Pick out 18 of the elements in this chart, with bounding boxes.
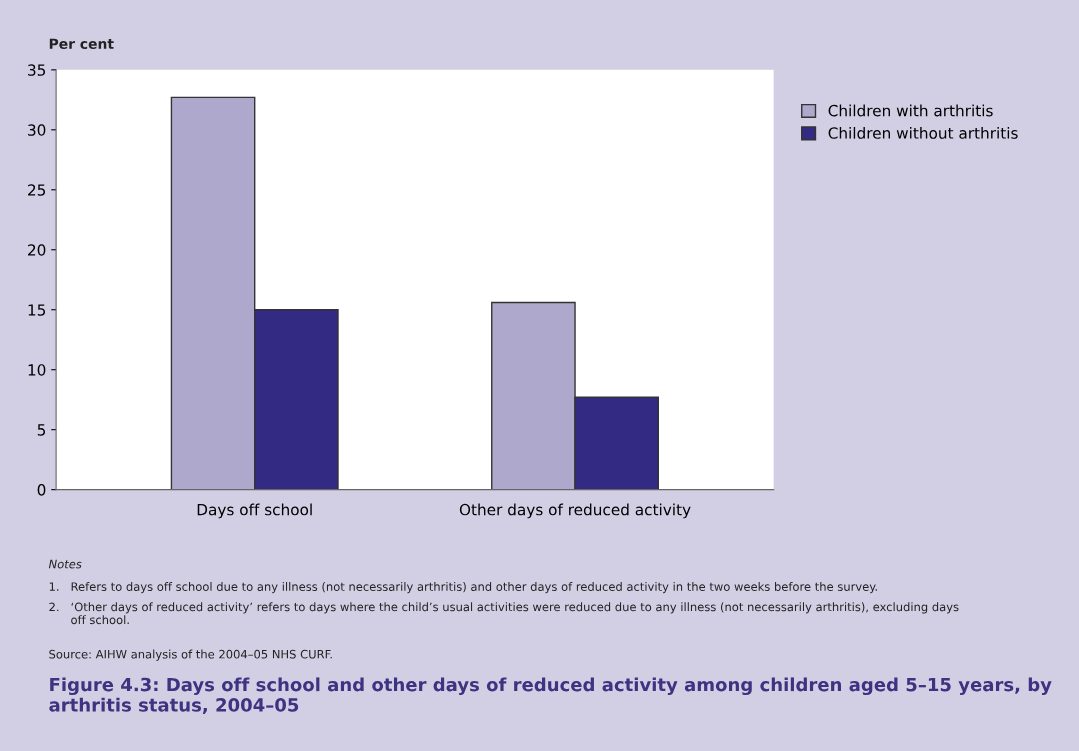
text: Notes: [48, 559, 82, 569]
text: 2. ‘Other days of reduced activity’ refers to days where the child’s usual activities were reduced due to any illness (not necessarily arthritis), excluding days off school.: [49, 602, 959, 625]
y-tick-label: 30: [28, 124, 46, 136]
y-tick-label: 25: [28, 184, 46, 196]
y-tick-label: 35: [28, 64, 46, 76]
y-tick-label: 5: [37, 424, 46, 436]
y-axis-title: Per cent: [49, 38, 114, 50]
x-tick-label: Other days of reduced activity: [459, 503, 691, 519]
legend-label: Children with arthritis: [828, 104, 993, 117]
text: 1. Refers to days off school due to any illness (not necessarily arthritis) and other days of reduced activity in the two weeks before the survey.: [49, 582, 877, 594]
y-tick-label: 10: [28, 364, 46, 376]
y-tick-label: 0: [37, 484, 46, 496]
x-tick-label: Days off school: [197, 503, 312, 519]
legend-label: Children without arthritis: [828, 127, 1018, 139]
source-note: Source: AIHW analysis of the 2004–05 NHS CURF.: [49, 649, 332, 661]
text: Figure 4.3: Days off school and other days of reduced activity among children aged 5–15 years, by arthritis status, 2004–05: [49, 677, 1052, 715]
y-tick-label: 15: [28, 304, 46, 316]
y-tick-label: 20: [28, 244, 46, 256]
